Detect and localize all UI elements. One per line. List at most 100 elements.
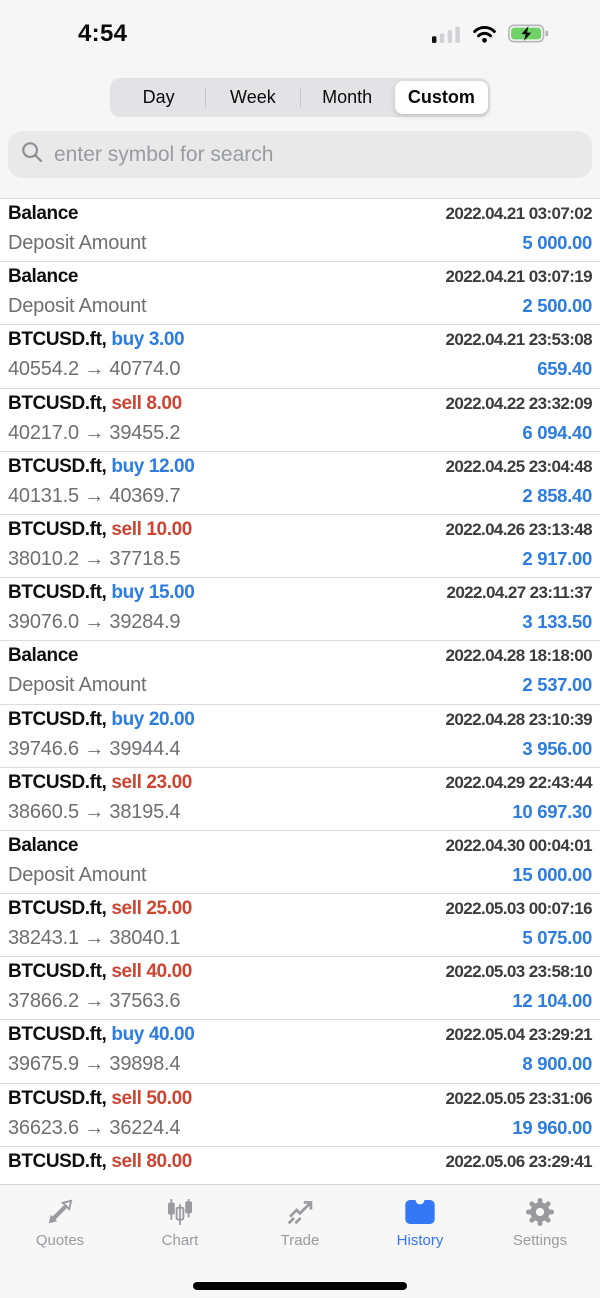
row-datetime: 2022.04.28 18:18:00: [445, 646, 593, 666]
row-side-qty: buy 15.00: [111, 582, 195, 604]
row-datetime: 2022.04.26 23:13:48: [445, 519, 593, 539]
row-datetime: 2022.05.03 00:07:16: [445, 899, 593, 919]
row-amount: 3 956.00: [522, 737, 592, 759]
segment-month[interactable]: Month: [322, 87, 373, 107]
history-row[interactable]: BTCUSD.ft, buy 12.00 2022.04.25 23:04:48 …: [0, 452, 600, 515]
history-row[interactable]: Balance 2022.04.21 03:07:19 Deposit Amou…: [0, 262, 600, 326]
history-row[interactable]: BTCUSD.ft, buy 20.00 2022.04.28 23:10:39 …: [0, 705, 600, 768]
row-title: BTCUSD.ft, buy 12.00: [8, 455, 195, 478]
segment-divider: [299, 88, 301, 107]
row-detail: 36623.6 → 36224.4: [8, 1116, 181, 1139]
row-side-qty: buy 20.00: [111, 708, 195, 730]
history-row[interactable]: Balance 2022.04.28 18:18:00 Deposit Amou…: [0, 641, 600, 705]
row-title: BTCUSD.ft, buy 20.00: [8, 708, 195, 731]
row-title: BTCUSD.ft, sell 25.00: [8, 898, 192, 920]
row-datetime: 2022.05.03 23:58:10: [445, 962, 593, 982]
row-datetime: 2022.04.30 00:04:01: [445, 835, 593, 855]
row-amount: 6 094.40: [522, 421, 592, 443]
row-datetime: 2022.04.21 23:53:08: [445, 330, 593, 350]
row-side-qty: sell 40.00: [111, 961, 192, 983]
segment-week[interactable]: Week: [230, 87, 276, 107]
row-title: BTCUSD.ft, sell 8.00: [8, 393, 182, 415]
history-row[interactable]: Balance 2022.04.21 03:07:02 Deposit Amou…: [0, 199, 600, 263]
tab-history[interactable]: History: [360, 1185, 480, 1298]
history-row[interactable]: BTCUSD.ft, sell 50.00 2022.05.05 23:31:06…: [0, 1084, 600, 1147]
gear-icon: [524, 1195, 556, 1229]
row-detail: 39076.0 → 39284.9: [8, 611, 181, 634]
tab-chart[interactable]: Chart: [120, 1185, 240, 1298]
row-side-qty: sell 23.00: [111, 771, 192, 793]
tab-label: History: [396, 1232, 444, 1249]
row-symbol: Balance: [8, 834, 79, 856]
search-input[interactable]: enter symbol for search: [8, 131, 592, 178]
row-detail: Deposit Amount: [8, 295, 147, 318]
row-amount: 5 075.00: [522, 927, 592, 949]
search-icon: [21, 141, 43, 168]
history-row[interactable]: BTCUSD.ft, sell 25.00 2022.05.03 00:07:16…: [0, 894, 600, 958]
row-detail: 38660.5 → 38195.4: [8, 800, 181, 823]
row-detail: Deposit Amount: [8, 232, 147, 254]
row-detail: 39746.6 → 39944.4: [8, 737, 181, 760]
search-placeholder: enter symbol for search: [54, 142, 274, 166]
row-title: BTCUSD.ft, buy 40.00: [8, 1024, 195, 1046]
inbox-history-icon: [401, 1195, 439, 1229]
tab-label: Chart: [161, 1232, 199, 1249]
trend-arrow-icon: [283, 1195, 317, 1229]
row-side-qty: buy 40.00: [111, 1024, 195, 1046]
cellular-signal-icon: [432, 25, 461, 48]
home-indicator[interactable]: [193, 1282, 407, 1290]
history-row[interactable]: BTCUSD.ft, buy 15.00 2022.04.27 23:11:37 …: [0, 578, 600, 642]
tab-trade[interactable]: Trade: [240, 1185, 360, 1298]
row-side-qty: buy 3.00: [111, 329, 185, 351]
row-detail: Deposit Amount: [8, 674, 147, 697]
row-symbol: BTCUSD.ft,: [8, 392, 107, 414]
row-datetime: 2022.05.04 23:29:21: [445, 1025, 593, 1045]
row-detail: 38243.1 → 38040.1: [8, 927, 181, 950]
history-row[interactable]: BTCUSD.ft, sell 10.00 2022.04.26 23:13:48…: [0, 515, 600, 579]
row-symbol: BTCUSD.ft,: [8, 1150, 107, 1172]
row-symbol: Balance: [8, 203, 79, 224]
history-row[interactable]: BTCUSD.ft, buy 40.00 2022.05.04 23:29:21 …: [0, 1020, 600, 1084]
row-amount: 8 900.00: [522, 1053, 592, 1075]
row-detail: 39675.9 → 39898.4: [8, 1053, 181, 1076]
row-detail: 40217.0 → 39455.2: [8, 421, 181, 444]
history-row[interactable]: BTCUSD.ft, sell 8.00 2022.04.22 23:32:09 …: [0, 389, 600, 452]
row-title: BTCUSD.ft, sell 50.00: [8, 1088, 192, 1110]
segment-custom[interactable]: Custom: [394, 81, 488, 114]
history-row[interactable]: BTCUSD.ft, sell 40.00 2022.05.03 23:58:10…: [0, 957, 600, 1021]
row-detail: 38010.2 → 37718.5: [8, 547, 181, 570]
row-symbol: BTCUSD.ft,: [8, 455, 107, 477]
status-time: 4:54: [78, 20, 128, 47]
row-title: Balance: [8, 203, 78, 225]
row-detail: Deposit Amount: [8, 863, 147, 886]
row-amount: 2 537.00: [522, 674, 592, 696]
tab-settings[interactable]: Settings: [480, 1185, 600, 1298]
row-title: BTCUSD.ft, buy 3.00: [8, 329, 185, 351]
row-symbol: BTCUSD.ft,: [8, 518, 107, 540]
row-side-qty: sell 50.00: [111, 1087, 192, 1109]
history-list: Balance 2022.04.21 03:07:02 Deposit Amou…: [0, 198, 600, 1185]
history-row[interactable]: Balance 2022.04.30 00:04:01 Deposit Amou…: [0, 831, 600, 895]
row-symbol: Balance: [8, 266, 79, 288]
row-amount: 2 500.00: [522, 295, 592, 317]
row-amount: 3 133.50: [522, 611, 592, 633]
row-amount: 10 697.30: [512, 800, 592, 822]
row-side-qty: sell 25.00: [111, 898, 192, 920]
row-symbol: BTCUSD.ft,: [8, 961, 107, 983]
history-row[interactable]: BTCUSD.ft, sell 80.00 2022.05.06 23:29:41: [0, 1147, 600, 1185]
row-amount: 5 000.00: [522, 232, 592, 253]
tab-quotes[interactable]: Quotes: [0, 1185, 120, 1298]
history-row[interactable]: BTCUSD.ft, sell 23.00 2022.04.29 22:43:44…: [0, 768, 600, 831]
status-icons: [432, 24, 550, 48]
history-row[interactable]: BTCUSD.ft, buy 3.00 2022.04.21 23:53:08 4…: [0, 325, 600, 389]
segment-day[interactable]: Day: [142, 87, 175, 107]
row-datetime: 2022.05.05 23:31:06: [445, 1088, 593, 1108]
row-datetime: 2022.04.22 23:32:09: [445, 393, 593, 413]
row-side-qty: buy 12.00: [111, 455, 195, 477]
segmented-control: Day Week Month Custom: [110, 78, 490, 117]
row-title: BTCUSD.ft, buy 15.00: [8, 582, 195, 604]
row-title: BTCUSD.ft, sell 40.00: [8, 961, 192, 983]
row-title: Balance: [8, 645, 78, 667]
row-symbol: BTCUSD.ft,: [8, 771, 107, 793]
